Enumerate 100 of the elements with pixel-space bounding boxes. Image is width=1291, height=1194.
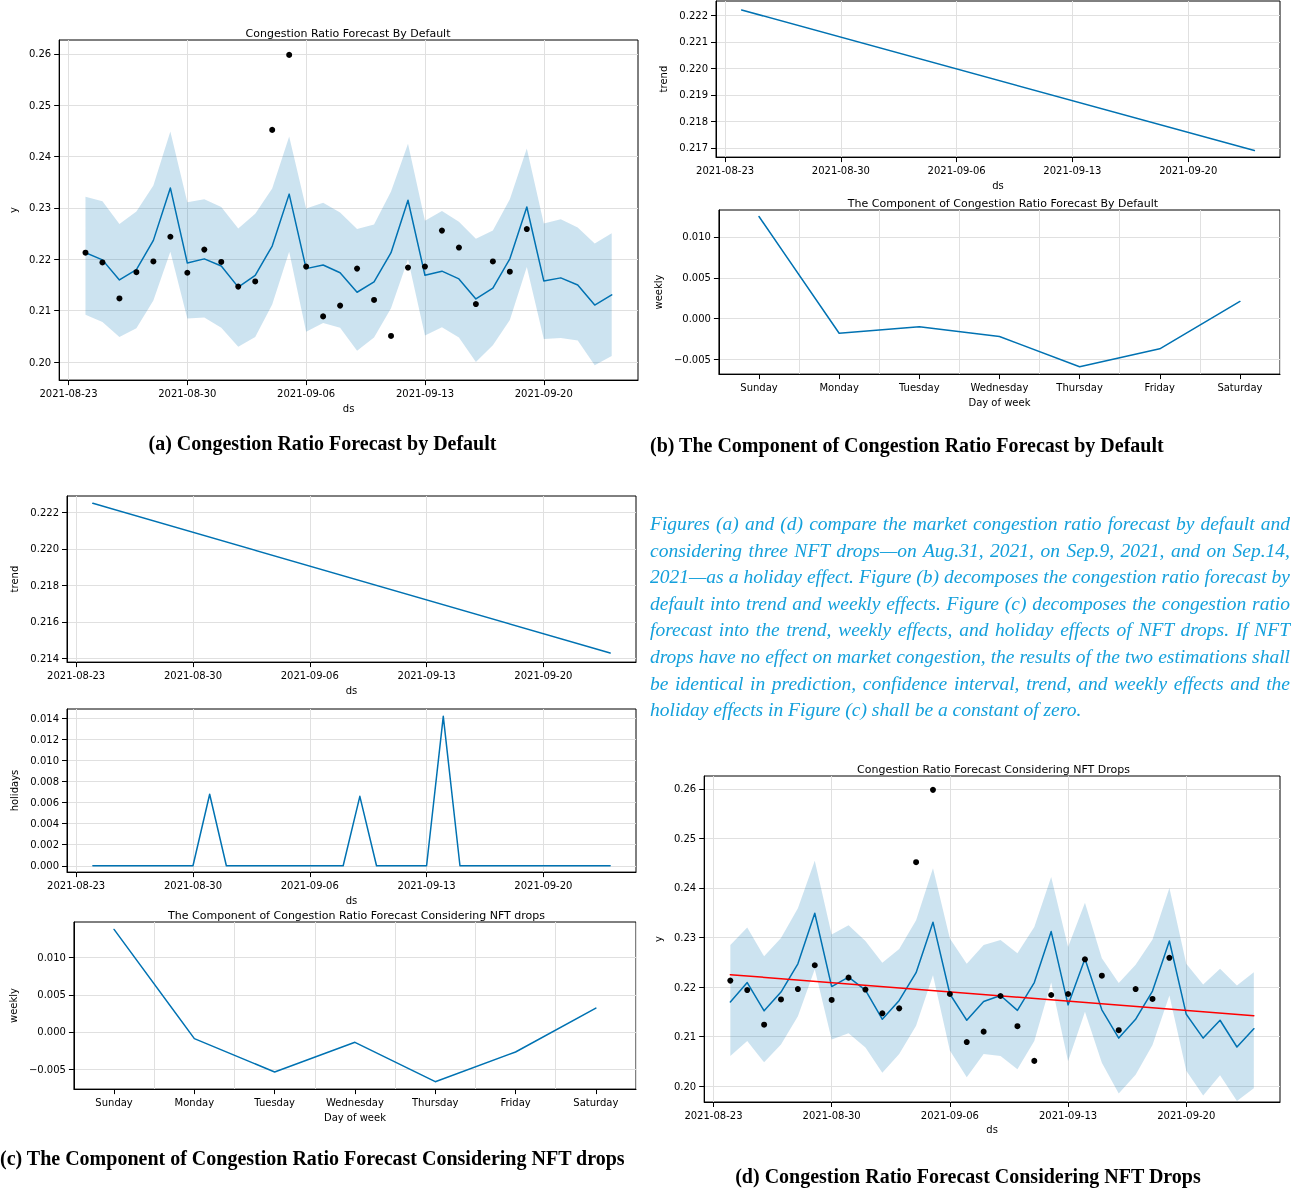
- chart-title: The Component of Congestion Ratio Forecast Considering NFT drops: [167, 909, 546, 922]
- x-tick-label: 2021-09-20: [514, 387, 573, 399]
- point: [1081, 956, 1088, 963]
- x-tick-label: 2021-09-13: [395, 387, 455, 399]
- x-tick-label: Thursday: [1055, 381, 1103, 393]
- point: [913, 859, 920, 866]
- y-tick-label: 0.220: [679, 62, 708, 74]
- point: [269, 126, 276, 133]
- y-axis-title: weekly: [652, 274, 664, 310]
- point: [997, 992, 1004, 999]
- point: [167, 233, 174, 240]
- x-tick-label: 2021-08-30: [163, 879, 223, 891]
- point: [472, 301, 479, 308]
- y-tick-label: 0.216: [30, 616, 59, 628]
- y-tick-label: 0.23: [673, 932, 697, 944]
- line-series: [113, 928, 597, 1083]
- y-tick-label: 0.21: [673, 1031, 697, 1043]
- x-tick-label: Saturday: [573, 1096, 619, 1108]
- text: (d) Congestion Ratio Forecast Considering NFT Drops: [734, 1164, 1202, 1189]
- y-tick-label: 0.000: [682, 313, 711, 325]
- point: [929, 786, 936, 793]
- y-axis-title: trend: [657, 65, 669, 93]
- y-tick-label: 0.005: [37, 989, 66, 1001]
- x-axis-title: ds: [992, 179, 1004, 191]
- chart-title: Congestion Ratio Forecast By Default: [245, 27, 452, 40]
- point: [354, 265, 361, 272]
- y-tick-label: 0.222: [30, 506, 59, 518]
- x-tick-label: Monday: [174, 1096, 215, 1108]
- point: [235, 283, 242, 290]
- x-tick-label: 2021-09-13: [1039, 1109, 1098, 1121]
- x-tick-label: Monday: [819, 381, 859, 393]
- x-tick-label: 2021-09-06: [280, 669, 339, 681]
- x-tick-label: Tuesday: [253, 1096, 296, 1108]
- y-tick-label: 0.26: [673, 783, 697, 795]
- x-tick-label: 2021-09-06: [920, 1109, 979, 1121]
- point: [1048, 991, 1055, 998]
- y-tick-label: 0.218: [30, 579, 59, 591]
- x-tick-label: Friday: [500, 1096, 531, 1108]
- y-tick-label: 0.014: [30, 712, 59, 724]
- point: [1115, 1027, 1122, 1034]
- x-tick-label: 2021-08-23: [684, 1109, 743, 1121]
- y-tick-label: 0.222: [679, 9, 708, 21]
- x-axis-title: ds: [345, 894, 358, 906]
- point: [489, 258, 496, 265]
- point: [862, 986, 869, 993]
- y-tick-label: 0.006: [30, 797, 59, 809]
- point: [1065, 991, 1072, 997]
- y-axis-title: weekly: [7, 987, 19, 1024]
- y-tick-label: 0.25: [28, 99, 52, 111]
- y-tick-label: 0.010: [30, 755, 59, 767]
- point: [184, 269, 191, 276]
- x-tick-label: Saturday: [1217, 381, 1263, 393]
- x-tick-label: 2021-09-06: [280, 879, 339, 891]
- x-tick-label: 2021-08-30: [158, 387, 217, 399]
- y-tick-label: 0.002: [30, 839, 59, 851]
- y-tick-label: 0.000: [30, 860, 59, 872]
- x-tick-label: Sunday: [95, 1096, 133, 1108]
- point: [116, 295, 123, 302]
- y-tick-label: −0.005: [28, 1063, 66, 1075]
- point: [794, 986, 801, 993]
- x-tick-label: 2021-09-13: [1043, 164, 1102, 176]
- point: [218, 258, 225, 265]
- point: [150, 258, 157, 265]
- y-tick-label: 0.220: [30, 543, 59, 555]
- point: [99, 259, 106, 266]
- point: [388, 332, 395, 339]
- point: [286, 51, 293, 58]
- y-tick-label: 0.24: [673, 882, 697, 894]
- point: [727, 977, 734, 984]
- x-tick-label: 2021-08-30: [802, 1109, 861, 1121]
- x-tick-label: 2021-09-20: [514, 879, 573, 891]
- y-tick-label: 0.22: [28, 253, 52, 265]
- point: [946, 991, 953, 997]
- y-tick-label: 0.012: [30, 734, 59, 746]
- y-tick-label: 0.010: [682, 231, 711, 243]
- y-tick-label: 0.000: [37, 1026, 66, 1038]
- point: [1014, 1023, 1021, 1030]
- y-axis-title: trend: [8, 565, 20, 593]
- y-axis-title: holidays: [8, 769, 20, 812]
- point: [879, 1010, 886, 1017]
- point: [980, 1028, 987, 1035]
- point: [1149, 995, 1156, 1002]
- text: (b) The Component of Congestion Ratio Forecast by Default: [650, 433, 1165, 458]
- y-tick-label: 0.22: [673, 981, 697, 993]
- point: [761, 1021, 768, 1028]
- x-axis-title: Day of week: [968, 396, 1031, 408]
- y-axis-title: y: [652, 935, 664, 942]
- x-tick-label: 2021-08-30: [163, 669, 223, 681]
- point: [778, 996, 784, 1003]
- point: [523, 226, 530, 233]
- point: [896, 1005, 903, 1012]
- point: [506, 268, 513, 275]
- x-tick-label: 2021-08-23: [696, 164, 755, 176]
- point: [201, 246, 208, 253]
- point: [828, 996, 835, 1003]
- y-tick-label: 0.219: [679, 89, 708, 101]
- point: [744, 987, 751, 994]
- point: [320, 313, 327, 320]
- x-axis-title: Day of week: [323, 1111, 387, 1123]
- y-axis-title: y: [7, 207, 19, 214]
